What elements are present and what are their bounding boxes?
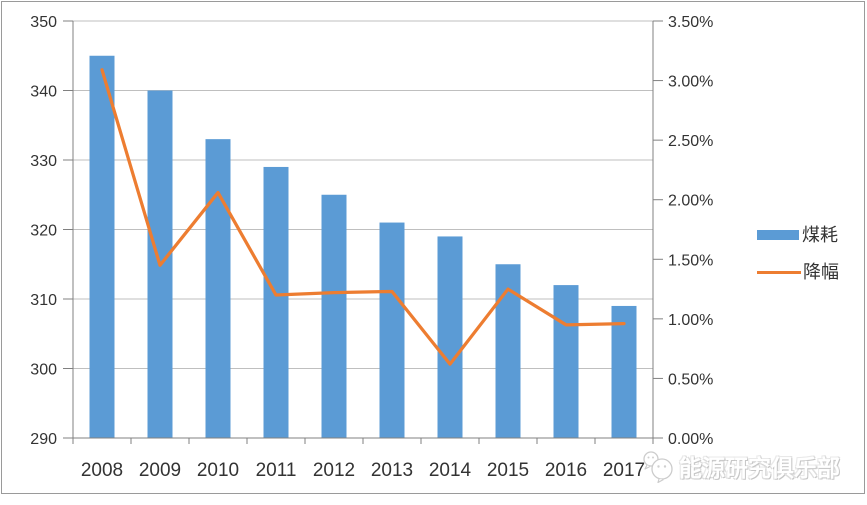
x-axis-category-label: 2014 <box>429 460 472 481</box>
right-axis-tick-label: 2.00% <box>668 193 713 210</box>
bar-2011 <box>263 166 289 438</box>
legend-item-coal: 煤耗 <box>757 222 839 248</box>
x-axis-category-label: 2011 <box>256 460 297 481</box>
left-axis-tick-label: 350 <box>30 14 57 31</box>
watermark: 能源研究俱乐部 <box>641 449 840 483</box>
x-axis-category-label: 2008 <box>81 460 123 481</box>
bar-2012 <box>321 194 347 438</box>
right-axis-tick-label: 1.50% <box>668 252 713 269</box>
bar-2013 <box>379 222 405 438</box>
line-series-swatch <box>757 270 801 274</box>
left-axis-tick-label: 310 <box>30 292 57 309</box>
bar-2016 <box>553 285 579 438</box>
bar-2010 <box>205 139 231 438</box>
legend-item-decline: 降幅 <box>757 259 839 285</box>
bar-2014 <box>437 236 463 438</box>
x-axis-category-label: 2017 <box>603 460 645 481</box>
left-axis-tick-label: 340 <box>30 84 57 101</box>
x-axis-category-label: 2010 <box>197 460 239 481</box>
right-axis-tick-label: 2.50% <box>668 133 713 150</box>
left-axis-tick-label: 320 <box>30 223 57 240</box>
x-axis-category-label: 2016 <box>545 460 587 481</box>
x-axis-category-label: 2015 <box>487 460 529 481</box>
right-axis-tick-label: 3.50% <box>668 14 713 31</box>
left-axis-tick-label: 330 <box>30 153 57 170</box>
decline-rate-line <box>100 68 626 366</box>
x-axis-category-label: 2013 <box>371 460 413 481</box>
right-axis-tick-label: 3.00% <box>668 74 713 91</box>
right-axis-tick-label: 0.50% <box>668 371 713 388</box>
left-axis-tick-label: 290 <box>30 431 57 448</box>
right-axis-tick-label: 0.00% <box>668 431 713 448</box>
right-axis-tick-label: 1.00% <box>668 312 713 329</box>
bar-2017 <box>611 305 637 438</box>
watermark-text: 能源研究俱乐部 <box>679 455 840 481</box>
chat-bubbles-icon <box>643 451 673 483</box>
bar-series-swatch <box>757 230 799 240</box>
legend-label-coal: 煤耗 <box>802 225 838 245</box>
legend: 煤耗 降幅 <box>757 222 839 296</box>
x-axis-category-label: 2009 <box>139 460 181 481</box>
left-axis-tick-label: 300 <box>30 362 57 379</box>
legend-label-decline: 降幅 <box>803 262 839 282</box>
x-axis-category-label: 2012 <box>313 460 355 481</box>
bar-2008 <box>89 55 115 438</box>
